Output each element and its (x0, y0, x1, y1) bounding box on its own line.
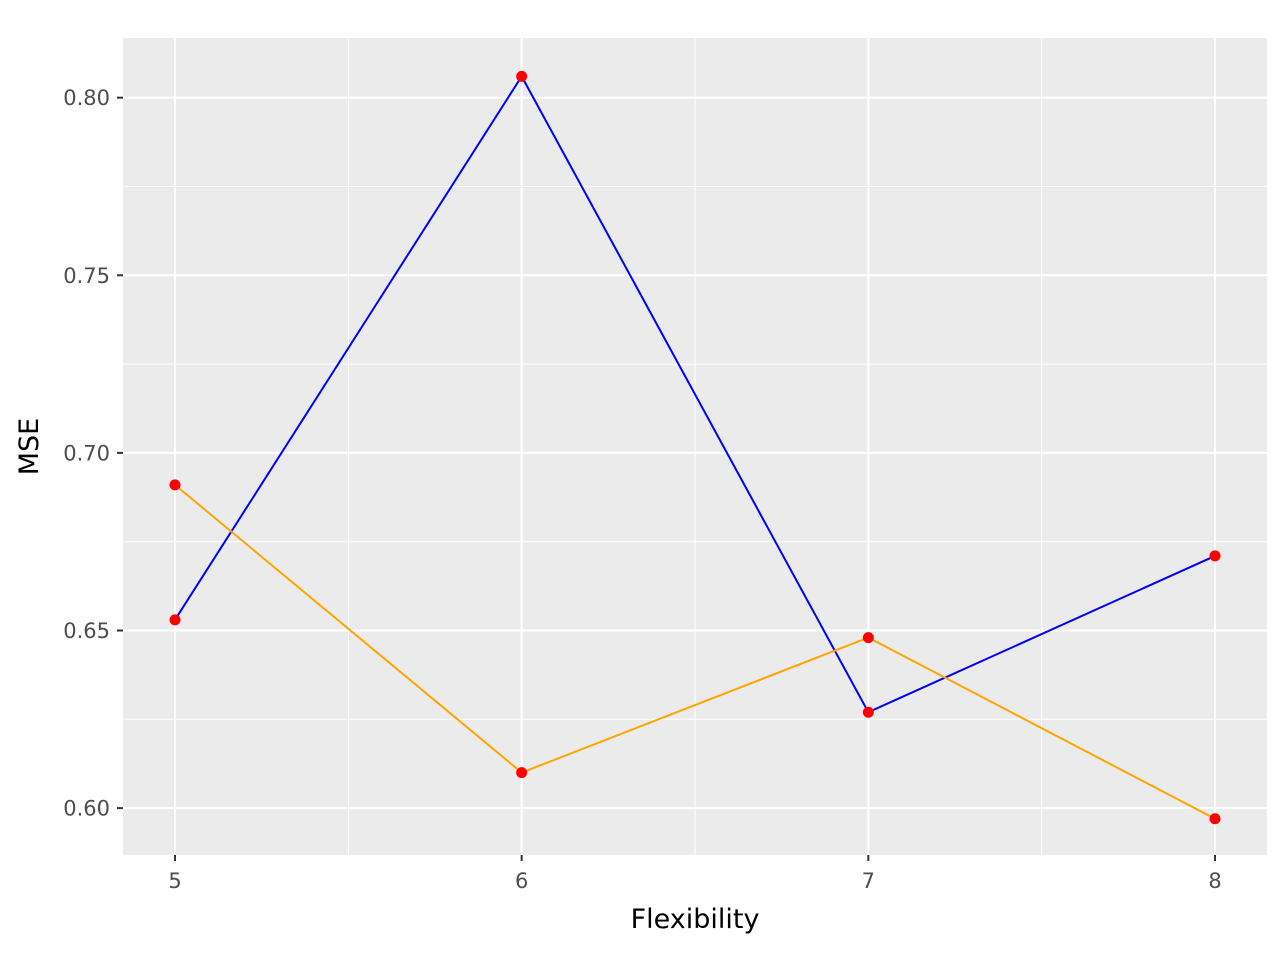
data-point-s1-3 (862, 706, 874, 718)
x-axis-title: Flexibility (631, 904, 760, 935)
data-point-s1-1 (169, 614, 181, 626)
data-point-s2-2 (516, 767, 528, 779)
data-point-s1-2 (516, 70, 528, 82)
major-gridlines (123, 38, 1267, 855)
x-tick-labels: 5 6 7 8 (168, 869, 1221, 893)
y-tick-label: 0.80 (63, 86, 110, 110)
x-tick-label: 5 (168, 869, 181, 893)
y-axis-title: MSE (14, 418, 45, 476)
series-lines (174, 74, 1216, 820)
series-line-2 (174, 484, 1216, 820)
x-tick-label: 8 (1208, 869, 1221, 893)
y-tick-label: 0.70 (63, 441, 110, 465)
axis-ticks (117, 96, 1216, 861)
data-points (169, 70, 1221, 825)
data-point-s1-4 (1209, 550, 1221, 562)
series-line-1 (174, 74, 1216, 714)
minor-gridlines (123, 38, 1267, 855)
x-tick-label: 7 (862, 869, 875, 893)
y-tick-label: 0.60 (63, 797, 110, 821)
data-point-s2-4 (1209, 813, 1221, 825)
data-point-s2-3 (862, 632, 874, 644)
y-tick-labels: 0.60 0.65 0.70 0.75 0.80 (63, 86, 110, 820)
y-tick-label: 0.65 (63, 619, 110, 643)
x-tick-label: 6 (515, 869, 528, 893)
data-point-s2-1 (169, 479, 181, 491)
y-tick-label: 0.75 (63, 264, 110, 288)
